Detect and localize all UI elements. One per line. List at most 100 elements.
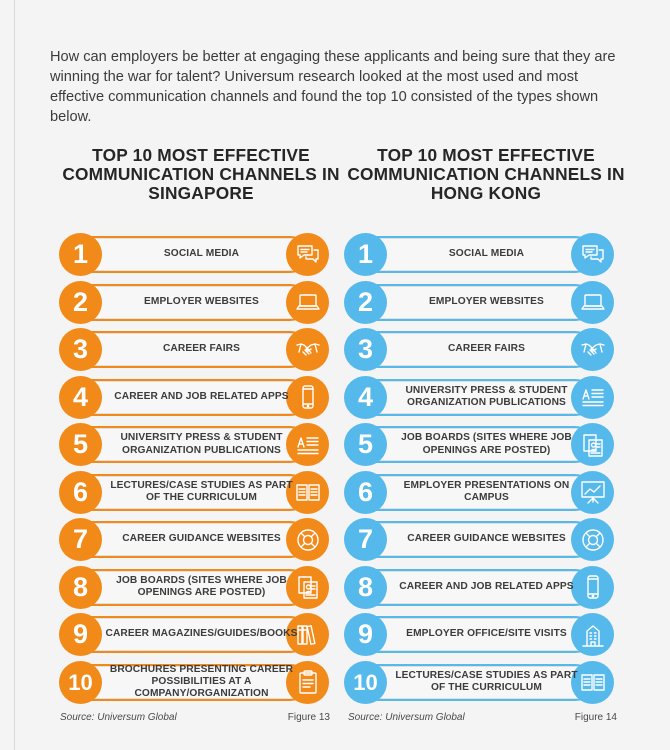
ranking-row: 5 JOB BOARDS (SITES WHERE JOB OPENINGS AR… xyxy=(344,423,628,466)
singapore-column: TOP 10 MOST EFFECTIVE COMMUNICATION CHAN… xyxy=(59,146,343,708)
channel-label: EMPLOYER OFFICE/SITE VISITS xyxy=(406,628,567,640)
ranking-row: 10 BROCHURES PRESENTING CAREER POSSIBILIT… xyxy=(59,660,343,704)
ranking-row: 4 CAREER AND JOB RELATED APPS xyxy=(59,375,343,419)
channel-label: EMPLOYER PRESENTATIONS ON CAMPUS xyxy=(403,479,570,503)
laptop-icon xyxy=(286,280,329,324)
job-board-icon xyxy=(571,423,614,466)
ranking-bar xyxy=(358,283,594,321)
ranking-bar xyxy=(358,663,594,701)
ranking-row: 8 CAREER AND JOB RELATED APPS xyxy=(344,565,628,609)
channel-label: UNIVERSITY PRESS & STUDENT ORGANIZATION … xyxy=(120,432,283,456)
channel-label: EMPLOYER WEBSITES xyxy=(144,295,259,307)
ranking-row: 9 CAREER MAGAZINES/GUIDES/BOOKS xyxy=(59,613,343,656)
channel-label: CAREER FAIRS xyxy=(162,343,241,355)
ranking-row: 3 CAREER FAIRS xyxy=(344,328,628,371)
chat-bubbles-icon xyxy=(571,233,614,276)
ranking-bar xyxy=(358,236,594,273)
handshake-icon xyxy=(286,328,329,371)
rank-number: 2 xyxy=(59,280,102,324)
channel-label: UNIVERSITY PRESS & STUDENT ORGANIZATION … xyxy=(405,384,568,408)
channel-label: JOB BOARDS (SITES WHERE JOB OPENINGS ARE… xyxy=(116,574,287,598)
ranking-row: 6 EMPLOYER PRESENTATIONS ON CAMPUS xyxy=(344,470,628,514)
ranking-row: 9 EMPLOYER OFFICE/SITE VISITS xyxy=(344,613,628,656)
channel-label: BROCHURES PRESENTING CAREER POSSIBILITIE… xyxy=(109,663,294,700)
channel-label: JOB BOARDS (SITES WHERE JOB OPENINGS ARE… xyxy=(401,432,572,456)
text-document-icon xyxy=(286,423,329,466)
ranking-row: 10 LECTURES/CASE STUDIES AS PART OF THE C… xyxy=(344,660,628,704)
rank-number: 3 xyxy=(344,328,387,371)
ranking-bar xyxy=(358,378,594,416)
ranking-bar xyxy=(358,331,594,368)
presentation-board-icon xyxy=(571,470,614,514)
rank-number: 4 xyxy=(59,375,102,419)
hong-kong-title: TOP 10 MOST EFFECTIVE COMMUNICATION CHAN… xyxy=(347,145,625,203)
ranking-bar xyxy=(73,616,309,653)
ranking-bar xyxy=(358,521,594,558)
rank-number: 2 xyxy=(344,280,387,324)
ranking-bar xyxy=(358,426,594,463)
handshake-icon xyxy=(571,328,614,371)
rank-number: 8 xyxy=(344,565,387,609)
ranking-row: 3 CAREER FAIRS xyxy=(59,328,343,371)
books-icon xyxy=(286,613,329,656)
smartphone-icon xyxy=(286,375,329,419)
rank-number: 5 xyxy=(344,423,387,466)
channel-label: LECTURES/CASE STUDIES AS PART OF THE CUR… xyxy=(110,479,293,503)
ranking-bar xyxy=(73,426,309,463)
channel-label: CAREER MAGAZINES/GUIDES/BOOKS xyxy=(105,628,298,640)
ranking-row: 1 SOCIAL MEDIA xyxy=(59,233,343,276)
ranking-bar xyxy=(73,663,309,701)
singapore-title: TOP 10 MOST EFFECTIVE COMMUNICATION CHAN… xyxy=(62,145,340,203)
chat-bubbles-icon xyxy=(286,233,329,276)
channel-label: CAREER AND JOB RELATED APPS xyxy=(399,580,574,592)
ranking-bar xyxy=(73,378,309,416)
ranking-row: 8 JOB BOARDS (SITES WHERE JOB OPENINGS AR… xyxy=(59,565,343,609)
rank-number: 5 xyxy=(59,423,102,466)
smartphone-icon xyxy=(571,565,614,609)
ranking-row: 4 UNIVERSITY PRESS & STUDENT ORGANIZATION… xyxy=(344,375,628,419)
rank-number: 1 xyxy=(59,233,102,276)
hong-kong-figure-label: Figure 14 xyxy=(574,712,617,723)
singapore-figure-label: Figure 13 xyxy=(287,712,330,723)
page-edge-line xyxy=(14,0,15,750)
ranking-bar xyxy=(73,521,309,558)
channel-label: CAREER GUIDANCE WEBSITES xyxy=(407,533,566,545)
ranking-row: 5 UNIVERSITY PRESS & STUDENT ORGANIZATION… xyxy=(59,423,343,466)
laptop-icon xyxy=(571,280,614,324)
ranking-row: 7 CAREER GUIDANCE WEBSITES xyxy=(59,518,343,561)
ranking-row: 6 LECTURES/CASE STUDIES AS PART OF THE CU… xyxy=(59,470,343,514)
singapore-ranking-list: 1 SOCIAL MEDIA 2 EMPLOYER WEBSITES 3 CAREER F… xyxy=(59,233,343,704)
rank-number: 1 xyxy=(344,233,387,276)
intro-paragraph: How can employers be better at engaging … xyxy=(50,49,616,125)
lifebuoy-icon xyxy=(571,518,614,561)
rank-number: 3 xyxy=(59,328,102,371)
channel-label: SOCIAL MEDIA xyxy=(163,248,240,260)
rank-number: 10 xyxy=(344,660,387,704)
channel-label: SOCIAL MEDIA xyxy=(448,248,525,260)
open-book-icon xyxy=(571,660,614,704)
rank-number: 10 xyxy=(59,660,102,704)
open-book-icon xyxy=(286,470,329,514)
hong-kong-ranking-list: 1 SOCIAL MEDIA 2 EMPLOYER WEBSITES 3 CAREER F… xyxy=(344,233,628,704)
job-board-icon xyxy=(286,565,329,609)
channel-label: CAREER GUIDANCE WEBSITES xyxy=(122,533,281,545)
ranking-bar xyxy=(73,236,309,273)
ranking-bar xyxy=(358,568,594,606)
ranking-bar xyxy=(73,283,309,321)
hong-kong-column: TOP 10 MOST EFFECTIVE COMMUNICATION CHAN… xyxy=(344,146,628,708)
hong-kong-source: Source: Universum Global xyxy=(348,712,465,723)
lifebuoy-icon xyxy=(286,518,329,561)
ranking-bar xyxy=(358,473,594,511)
channel-label: LECTURES/CASE STUDIES AS PART OF THE CUR… xyxy=(395,669,578,693)
channel-label: CAREER FAIRS xyxy=(447,343,526,355)
singapore-source: Source: Universum Global xyxy=(60,712,177,723)
rank-number: 7 xyxy=(344,518,387,561)
ranking-row: 2 EMPLOYER WEBSITES xyxy=(344,280,628,324)
ranking-row: 7 CAREER GUIDANCE WEBSITES xyxy=(344,518,628,561)
ranking-bar xyxy=(73,568,309,606)
rank-number: 7 xyxy=(59,518,102,561)
ranking-row: 1 SOCIAL MEDIA xyxy=(344,233,628,276)
office-building-icon xyxy=(571,613,614,656)
ranking-row: 2 EMPLOYER WEBSITES xyxy=(59,280,343,324)
